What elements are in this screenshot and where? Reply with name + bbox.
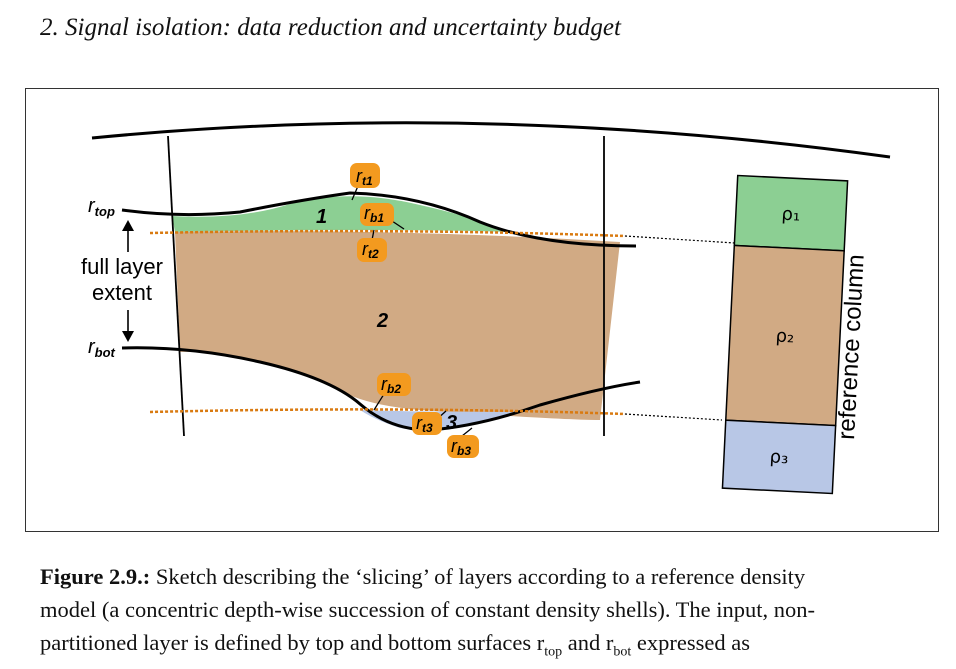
svg-text:rb2: rb2 [381,374,401,396]
layer-2-number: 2 [376,310,388,332]
layer-1-number: 1 [316,206,327,228]
rho3-label: ρ₃ [769,446,789,468]
layer-3-number: 3 [446,412,457,434]
extent-arrow-down-head [122,331,134,342]
r-bot-surface [121,346,641,432]
tag-pointer-b3 [461,427,473,437]
tag-r-b1: rb1 [360,203,394,226]
tag-pointer-b1 [391,220,405,230]
boundary-2-extension [624,413,723,421]
extent-label-line2: extent [92,280,152,305]
layer-2-region [175,231,620,420]
extent-label-line1: full layer [81,254,163,279]
boundary-1-extension [624,235,736,244]
left-boundary-line [167,135,185,437]
svg-text:rb3: rb3 [451,436,471,458]
density-boundary-1 [149,229,626,238]
svg-text:rb1: rb1 [364,203,384,225]
caption-line-1: Figure 2.9.: Sketch describing the ‘slic… [40,564,806,589]
svg-text:rt3: rt3 [416,413,433,435]
tag-r-t3: rt3 [412,412,442,435]
column-rho3-cell [721,419,837,495]
svg-text:rt1: rt1 [356,166,373,188]
section-header: 2. Signal isolation: data reduction and … [40,14,621,41]
r-top-surface [121,191,637,248]
svg-text:rt2: rt2 [362,239,379,261]
r-top-label: rtop [88,195,115,219]
outer-surface-line [91,121,891,159]
figure-caption: Figure 2.9.: Sketch describing the ‘slic… [40,560,930,669]
density-boundary-2 [149,408,626,416]
rho2-label: ρ₂ [775,326,795,348]
caption-line-2: model (a concentric depth-wise successio… [40,597,816,622]
tag-r-t1: rt1 [350,163,380,188]
tag-pointer-b2 [373,393,385,411]
tag-r-b3: rb3 [447,435,479,458]
layer-slicing-sketch: rtop full layer extent rbot 1 2 3 rt1 rb… [81,121,891,495]
layer-1-region [172,196,510,232]
caption-label: Figure 2.9.: [40,564,151,589]
tag-r-t2: rt2 [357,238,387,262]
tag-pointer-t1 [351,185,359,201]
r-bot-label: rbot [88,336,116,360]
tag-r-b2: rb2 [377,373,411,396]
reference-column: ρ₁ ρ₂ ρ₃ [721,174,849,495]
rho1-label: ρ₁ [781,204,801,226]
extent-arrow-up-head [122,220,134,231]
caption-line-3: partitioned layer is defined by top and … [40,630,750,660]
